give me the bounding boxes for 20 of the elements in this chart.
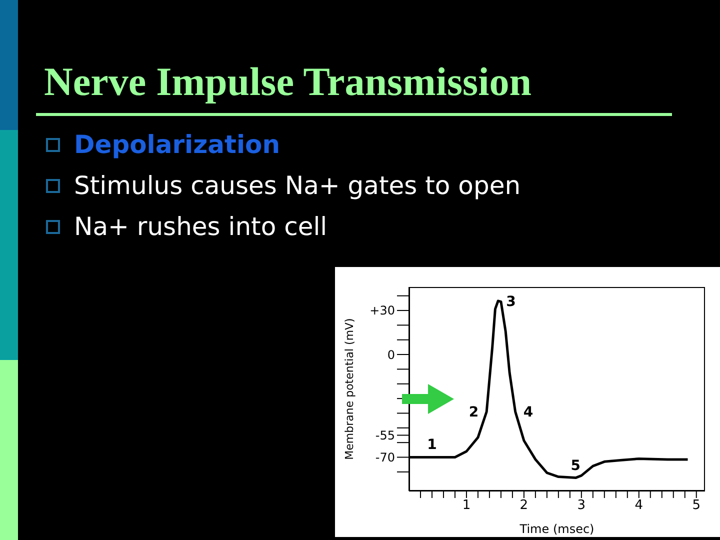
x-tick-label: 2 — [520, 498, 528, 514]
x-axis-title: Time (msec) — [518, 522, 594, 536]
annotation: 2 — [468, 404, 479, 421]
y-tick-label: +30 — [370, 304, 395, 318]
y-tick-label: -55 — [375, 428, 395, 442]
x-tick-label: 1 — [462, 498, 471, 514]
annotation: 5 — [570, 458, 581, 474]
text: Stimulus causes Na+ gates to open — [74, 171, 521, 200]
text: Na+ rushes into cell — [74, 212, 328, 241]
annotation: 4 — [523, 404, 534, 421]
y-tick-label: 0 — [387, 348, 395, 362]
chart-title: Nerve Impulse Transmission — [44, 58, 532, 105]
annotation: 3 — [506, 294, 516, 310]
y-tick-label: -70 — [375, 450, 395, 465]
x-tick-label: 4 — [634, 498, 644, 514]
x-tick-label: 5 — [692, 498, 701, 514]
annotation: 1 — [427, 437, 437, 454]
x-tick-label: 3 — [577, 498, 586, 514]
text: Depolarization — [74, 130, 280, 159]
y-axis-title: Membrane potential (mV) — [342, 318, 356, 460]
